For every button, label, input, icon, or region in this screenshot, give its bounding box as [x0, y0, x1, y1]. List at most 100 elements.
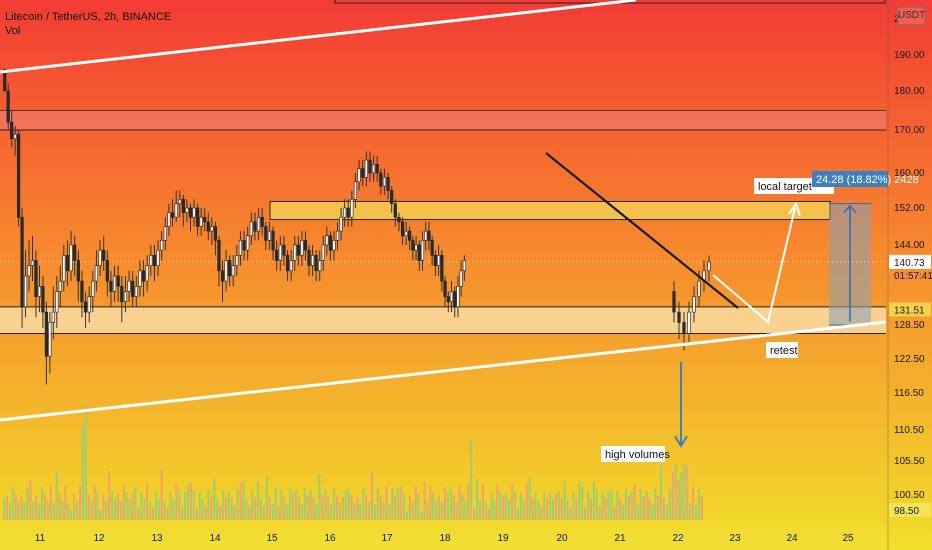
volume-bar	[502, 495, 505, 520]
candle-body	[408, 230, 412, 241]
volume-bar	[189, 483, 192, 520]
volume-bar	[40, 487, 44, 520]
projected-path	[712, 207, 796, 324]
measure-label: 24.28 (18.82%) 2428	[812, 171, 919, 187]
volume-bar	[192, 490, 195, 520]
volume-bar	[128, 499, 131, 520]
volume-bar	[207, 490, 210, 520]
volume-bar	[283, 497, 286, 520]
candle-body	[346, 207, 350, 218]
volume-bar	[654, 489, 657, 520]
zone-mid	[269, 200, 831, 221]
price-axis[interactable]: 2190.00180.00170.00160.00152.00144.00128…	[887, 0, 932, 550]
candle-body	[206, 221, 210, 232]
volume-bar	[201, 499, 204, 520]
volume-bar	[306, 495, 309, 520]
volume-bar	[411, 502, 414, 520]
candle-body	[386, 177, 390, 191]
trend-drawings	[545, 152, 801, 448]
currency-badge[interactable]: USDT	[897, 7, 925, 25]
volume-bar	[195, 508, 198, 520]
candle-body	[404, 230, 408, 237]
volume-bar	[642, 496, 645, 520]
price-tick-label: 144.00	[894, 240, 925, 251]
volume-bar	[134, 487, 137, 520]
volume-bar	[449, 486, 452, 520]
candle-body	[105, 260, 109, 282]
chart-header: Litecoin / TetherUS, 2h, BINANCE Vol	[5, 10, 171, 38]
candle-body	[379, 172, 383, 187]
volume-bar	[178, 490, 181, 520]
candle-body	[3, 69, 7, 92]
candle-body	[87, 296, 91, 313]
volume-bar	[514, 491, 517, 520]
bottom-price-badge: 98.50	[894, 506, 919, 517]
price-tick-label: 110.50	[894, 425, 924, 436]
candle-body	[188, 207, 193, 218]
volume-bar	[289, 488, 292, 520]
volume-bar	[499, 491, 502, 520]
volume-bar	[639, 489, 642, 520]
time-axis[interactable]: 11 12 13 14 15 16 17 18 19 20 21 22 23 24 25	[0, 527, 886, 550]
volume-bar	[376, 488, 379, 520]
candle-body	[246, 235, 250, 251]
volume-bar	[166, 508, 169, 520]
measure-label-text: 24.28 (18.82%) 2428	[816, 174, 919, 186]
time-axis-bg	[0, 527, 886, 550]
candle-body	[314, 255, 318, 272]
time-tick-label: 12	[93, 533, 105, 544]
candle-body	[76, 260, 80, 282]
volume-bar	[78, 485, 82, 520]
volume-bar	[633, 484, 636, 520]
candle-body	[332, 240, 336, 251]
candle-body	[256, 216, 261, 232]
volume-bar	[569, 507, 572, 520]
volume-bar	[505, 493, 508, 520]
candle-body	[328, 235, 333, 251]
volume-bar	[353, 502, 356, 520]
bottom-price-badge-bg	[889, 503, 931, 517]
volume-bar	[455, 502, 458, 520]
candle-body	[264, 226, 268, 241]
time-tick-label: 14	[209, 533, 221, 544]
candle-body	[192, 207, 196, 218]
level-price-badge-bg	[889, 302, 931, 317]
volume-bar	[607, 491, 610, 520]
volume-bar	[43, 494, 46, 520]
candle-body	[138, 270, 142, 287]
volume-bar	[511, 484, 514, 520]
measure-label-bg	[812, 171, 888, 187]
volume-bar	[464, 500, 467, 520]
candle-body	[414, 244, 418, 251]
volume-bar	[461, 493, 464, 520]
volume-bar	[350, 495, 353, 520]
symbol-title[interactable]: Litecoin / TetherUS, 2h, BINANCE	[5, 11, 172, 23]
volume-bar	[438, 495, 441, 520]
candle-body	[116, 275, 120, 287]
candle-body	[357, 168, 361, 183]
high-volumes-label-text: high volumes	[605, 449, 670, 461]
candle-body	[195, 207, 200, 227]
candle-body	[51, 311, 55, 323]
volume-bar	[254, 497, 257, 520]
volume-label: Vol	[5, 25, 21, 37]
price-tick-label: 160.00	[894, 168, 925, 179]
candle-body	[446, 296, 450, 303]
volume-bar	[81, 426, 84, 520]
volume-bar	[90, 501, 93, 520]
candle-body	[390, 190, 394, 204]
price-tick-label: 100.50	[894, 490, 925, 501]
volume-bar	[534, 493, 537, 520]
candle-body	[23, 275, 28, 308]
candle-body	[91, 280, 95, 297]
volume-bar	[592, 482, 595, 520]
volume-bar	[184, 492, 187, 520]
candle-body	[10, 121, 14, 139]
candle-body	[145, 265, 149, 282]
annotations: local target retest high volumes 24.28 (18.…	[601, 171, 919, 462]
projection-arrow-head	[843, 204, 857, 214]
volume-bar	[546, 498, 549, 520]
candle-body	[361, 168, 365, 178]
candle-body	[235, 255, 239, 266]
